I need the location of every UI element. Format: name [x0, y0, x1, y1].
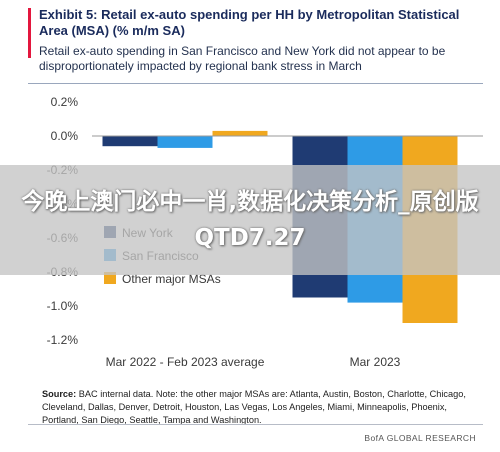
- source-text: BAC internal data. Note: the other major…: [42, 389, 466, 425]
- chart-title: Exhibit 5: Retail ex-auto spending per H…: [39, 7, 460, 38]
- legend-swatch: [104, 272, 116, 284]
- source-note: Source: BAC internal data. Note: the oth…: [42, 388, 482, 427]
- bar: [212, 130, 268, 136]
- x-axis: Mar 2022 - Feb 2023 average Mar 2023: [106, 355, 401, 369]
- legend-label: Other major MSAs: [122, 272, 221, 286]
- y-tick-label: 0.0%: [51, 129, 79, 143]
- bar: [102, 136, 158, 147]
- watermark-text: 今晚上澳门必中一肖,数据化决策分析_原创版QTD7.27: [21, 189, 479, 251]
- source-label: Source:: [42, 389, 77, 399]
- title-separator: [28, 83, 483, 84]
- bar: [157, 136, 213, 148]
- accent-bar: [28, 8, 31, 58]
- x-tick-label: Mar 2022 - Feb 2023 average: [106, 355, 265, 369]
- footer-line: [28, 424, 483, 425]
- x-tick-label: Mar 2023: [350, 355, 401, 369]
- chart-subtitle: Retail ex-auto spending in San Francisco…: [39, 44, 446, 73]
- y-tick-label: -1.0%: [47, 299, 79, 313]
- y-tick-label: 0.2%: [51, 95, 79, 109]
- y-tick-label: -1.2%: [47, 333, 79, 347]
- watermark-overlay: [0, 165, 500, 275]
- brand-label: BofA GLOBAL RESEARCH: [364, 433, 476, 443]
